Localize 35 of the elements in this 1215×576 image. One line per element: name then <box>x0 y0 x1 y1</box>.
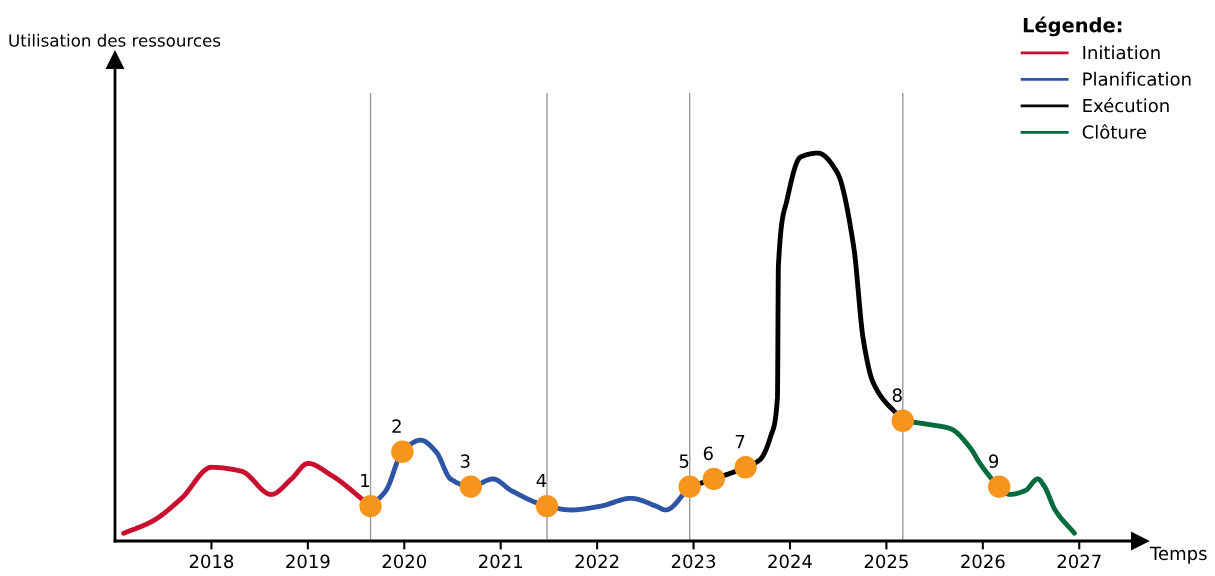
annotation: 7 <box>735 435 745 449</box>
x-tick-label: 2023 <box>671 554 716 569</box>
legend-label: Exécution <box>1083 97 1169 113</box>
legend-label: Initiation <box>1083 45 1160 60</box>
point <box>391 440 414 463</box>
x-tick-label: 2027 <box>1057 554 1101 569</box>
annotation: 6 <box>703 446 713 461</box>
legend-label: Clôture <box>1082 124 1146 139</box>
x-tick-label: 2026 <box>961 554 1005 569</box>
point <box>359 494 382 518</box>
annotation: 8 <box>892 388 902 402</box>
annotation: 3 <box>460 454 470 468</box>
point <box>678 475 701 498</box>
annotation: 2 <box>392 419 401 433</box>
legend-label: Planification <box>1083 71 1191 86</box>
point <box>459 475 483 498</box>
x-tick-label: 2019 <box>286 554 330 569</box>
text: Utilisation des ressources <box>9 33 221 47</box>
x-axis-title: Temps <box>1149 546 1207 564</box>
x-tick-label: 2022 <box>575 554 619 569</box>
point <box>891 409 914 432</box>
annotation: 1 <box>361 473 370 488</box>
x-tick-label: 2025 <box>864 554 908 569</box>
annotation: 5 <box>679 454 689 468</box>
annotation: 4 <box>536 473 547 488</box>
x-tick-label: 2024 <box>768 554 812 569</box>
point <box>535 494 559 518</box>
point <box>734 456 757 479</box>
legend-title: Légende: <box>1023 16 1122 37</box>
point <box>988 475 1011 498</box>
annotation: 9 <box>989 454 999 468</box>
point <box>702 467 725 491</box>
x-tick-label: 2018 <box>189 554 234 569</box>
x-tick-label: 2021 <box>479 554 523 569</box>
x-tick-label: 2020 <box>382 554 427 569</box>
